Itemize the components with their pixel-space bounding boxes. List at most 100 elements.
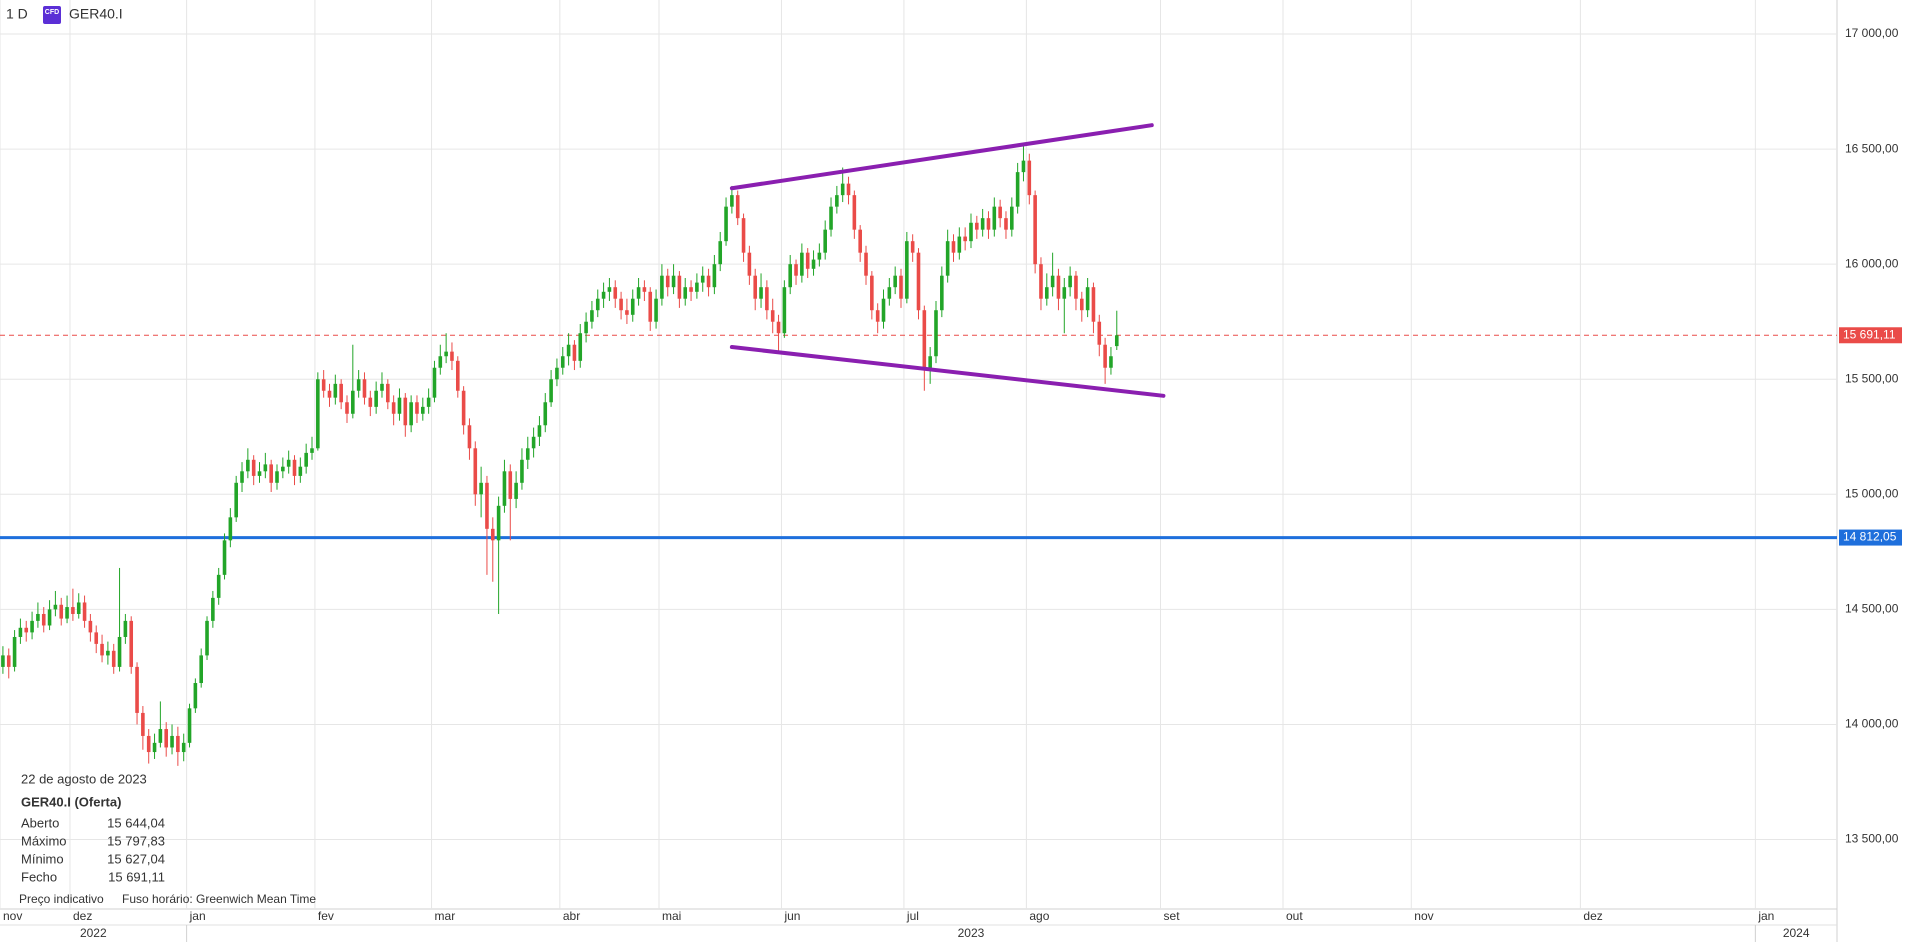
candle-body — [753, 275, 758, 299]
candle-body — [969, 222, 973, 242]
candle-body — [234, 482, 238, 518]
info-value: 15 644,04 — [107, 815, 165, 830]
candle-body — [129, 620, 134, 667]
info-label: Fecho — [21, 869, 57, 884]
candle-body — [747, 252, 752, 276]
candle-body — [135, 666, 139, 713]
candle-body — [490, 528, 495, 541]
candle-body — [94, 632, 99, 644]
candle-body — [257, 471, 262, 476]
candle-body — [759, 287, 763, 299]
labels: 13 500,00 14 000,00 14 500,00 15 000,00 15 5… — [3, 26, 1902, 940]
candle-body — [1056, 275, 1061, 299]
candle-body — [1114, 335, 1119, 347]
candle-body — [520, 459, 524, 483]
candle-body — [782, 287, 787, 334]
candle-body — [654, 298, 658, 322]
x-tick-label: set — [1164, 909, 1181, 923]
candle-body — [549, 379, 553, 403]
symbol[interactable]: GER40.I — [69, 6, 123, 22]
candle-body — [362, 379, 367, 398]
candle-body — [893, 275, 897, 288]
y-tick-label: 16 500,00 — [1845, 141, 1899, 155]
candle-body — [630, 298, 635, 315]
candle-body — [712, 264, 717, 288]
y-tick-label: 17 000,00 — [1845, 26, 1899, 40]
year-label: 2024 — [1783, 926, 1810, 940]
candle-body — [339, 383, 343, 403]
candle-body — [805, 252, 810, 269]
info-symbol: GER40.I (Oferta) — [21, 794, 121, 809]
candle-body — [345, 402, 349, 414]
candle-body — [1044, 287, 1049, 299]
x-tick-label: nov — [1414, 909, 1433, 923]
candle-body — [41, 613, 46, 626]
y-tick-label: 16 000,00 — [1845, 256, 1899, 270]
candle-body — [695, 282, 699, 292]
candle-body — [957, 236, 962, 253]
candle-body — [1039, 264, 1043, 299]
year-label: 2022 — [80, 926, 107, 940]
candle-body — [36, 613, 40, 621]
candle-body — [724, 206, 728, 242]
candle-body — [391, 402, 396, 414]
candle-body — [700, 275, 705, 283]
interval[interactable]: 1 D — [6, 6, 28, 22]
candle-body — [263, 464, 268, 472]
candle-body — [835, 195, 839, 207]
candle-body — [508, 471, 513, 499]
x-tick-label: dez — [73, 909, 92, 923]
candle-body — [875, 310, 880, 322]
candle-body — [986, 218, 991, 230]
x-tick-label: nov — [3, 909, 22, 923]
candle-body — [216, 574, 221, 598]
info-value: 15 627,04 — [107, 851, 165, 866]
y-tick-label: 15 500,00 — [1845, 371, 1899, 385]
candle-body — [945, 241, 950, 276]
candle-body — [321, 379, 326, 391]
y-tick-label: 14 500,00 — [1845, 602, 1899, 616]
candle-body — [181, 742, 186, 753]
candle-body — [1, 655, 5, 667]
candle-body — [922, 310, 927, 368]
info-date: 22 de agosto de 2023 — [21, 771, 147, 786]
candle-body — [59, 604, 64, 619]
candle-body — [199, 655, 203, 684]
candle-body — [916, 252, 921, 311]
candle-body — [578, 333, 583, 361]
candle-body — [928, 356, 932, 368]
candle-body — [374, 390, 378, 407]
x-tick-label: jan — [189, 909, 206, 923]
candle-body — [251, 459, 256, 476]
candle-body — [403, 397, 408, 426]
candle-body — [852, 195, 857, 230]
candle-body — [730, 195, 734, 207]
candle-body — [123, 620, 128, 637]
info-label: Máximo — [21, 833, 67, 848]
candle-body — [368, 397, 373, 407]
y-tick-label: 14 000,00 — [1845, 717, 1899, 731]
candle-body — [292, 459, 297, 476]
candle-body — [1050, 275, 1055, 288]
candle-body — [479, 482, 483, 495]
candle-body — [1109, 356, 1113, 368]
candle-body — [531, 436, 536, 449]
icon-text: CFD — [45, 9, 59, 16]
info-label: Mínimo — [21, 851, 64, 866]
candle-body — [1097, 321, 1102, 345]
candle-body — [625, 310, 629, 315]
candle-body — [525, 448, 530, 460]
candle-body — [240, 471, 244, 483]
candle-body — [1015, 172, 1020, 207]
candle-body — [432, 367, 437, 398]
candle-body — [298, 466, 303, 476]
candle-body — [560, 356, 565, 368]
candle-body — [864, 252, 868, 276]
trendline — [729, 123, 1154, 191]
candle-body — [502, 471, 507, 506]
candle-body — [741, 218, 746, 253]
candle-body — [438, 356, 443, 368]
candle-body — [1074, 275, 1078, 299]
candle-body — [187, 708, 192, 743]
candle-body — [275, 471, 279, 483]
